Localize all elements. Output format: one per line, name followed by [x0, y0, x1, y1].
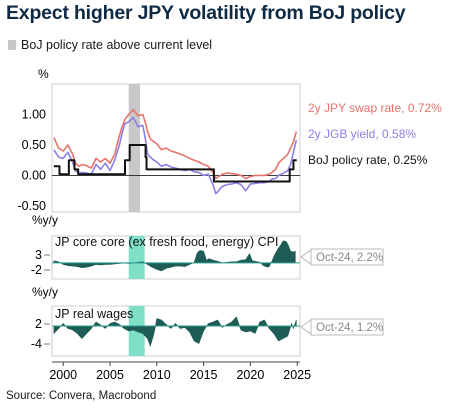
y-axis-label-1: %y/y [32, 213, 58, 227]
shaded-period-rates [128, 84, 140, 212]
x-tick-label: 2025 [283, 368, 311, 382]
series-end-label-0: 2y JPY swap rate, 0.72% [308, 101, 442, 115]
series-end-label-1: 2y JGB yield, 0.58% [308, 127, 416, 141]
y-axis-label-2: %y/y [32, 285, 58, 299]
callout-pointer-2 [300, 319, 312, 335]
chart-title: Expect higher JPY volatility from BoJ po… [6, 2, 406, 24]
y-tick-label-1: 3 [35, 248, 42, 262]
callout-label-2: Oct-24, 1.2% [316, 322, 383, 334]
y-tick-label-2: -4 [31, 337, 42, 351]
series-end-label-2: BoJ policy rate, 0.25% [308, 153, 428, 167]
y-tick-label-1: -2 [31, 263, 42, 277]
y-tick-label-rates: 1.00 [22, 107, 46, 121]
shaded-period-1 [128, 236, 145, 279]
series-line-1 [53, 116, 298, 195]
x-tick-label: 2015 [190, 368, 218, 382]
series-line-2 [53, 143, 297, 183]
callout-label-1: Oct-24, 2.2% [316, 252, 383, 264]
x-tick-label: 2005 [96, 368, 124, 382]
panel-title-1: JP core core (ex fresh food, energy) CPI [55, 235, 278, 249]
series-line-0 [53, 108, 298, 180]
callout-box-1 [310, 248, 384, 266]
y-tick-label-rates: -0.50 [18, 199, 47, 213]
y-tick-label-rates: 0.50 [22, 138, 46, 152]
y-tick-label-rates: 0.00 [22, 168, 46, 182]
source-note: Source: Convera, Macrobond [6, 390, 157, 402]
y-tick-label-2: 2 [35, 317, 42, 331]
callout-pointer-1 [300, 249, 312, 265]
panel-rates-frame [51, 83, 301, 213]
area-series-2 [53, 316, 297, 347]
y-axis-label-rates: % [38, 67, 49, 81]
panel-frame-2 [51, 305, 301, 357]
panel-title-2: JP real wages [55, 307, 133, 321]
x-tick-label: 2000 [49, 368, 77, 382]
x-tick-label: 2020 [236, 368, 264, 382]
shaded-period-legend: BoJ policy rate above current level [8, 38, 212, 52]
legend-swatch [8, 40, 16, 50]
panel-frame-1 [51, 235, 301, 280]
x-tick-label: 2010 [143, 368, 171, 382]
legend-label: BoJ policy rate above current level [21, 38, 213, 52]
callout-box-2 [310, 318, 384, 336]
